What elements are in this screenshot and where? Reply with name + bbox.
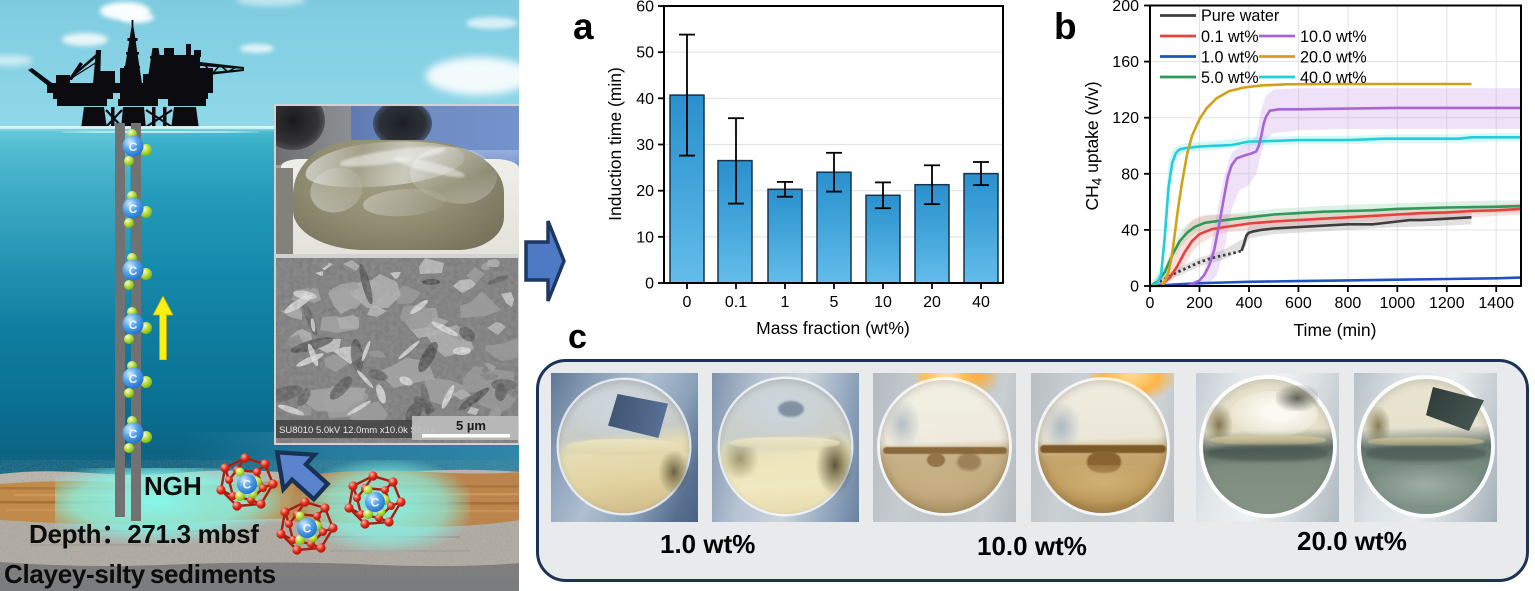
svg-text:a: a	[573, 6, 594, 47]
svg-text:20.0 wt%: 20.0 wt%	[1300, 49, 1367, 67]
svg-text:200: 200	[1112, 0, 1139, 15]
svg-text:120: 120	[1112, 110, 1139, 127]
svg-text:SU8010 5.0kV 12.0mm x10.0k SE(: SU8010 5.0kV 12.0mm x10.0k SE(L)	[279, 425, 435, 436]
svg-text:60: 60	[636, 0, 654, 16]
svg-text:40: 40	[972, 294, 990, 311]
svg-text:20: 20	[636, 183, 654, 200]
svg-text:1: 1	[781, 294, 790, 311]
svg-text:80: 80	[1121, 166, 1139, 183]
svg-text:1.0 wt%: 1.0 wt%	[1201, 49, 1259, 67]
svg-text:30: 30	[636, 137, 654, 154]
svg-text:160: 160	[1112, 54, 1139, 71]
svg-text:10: 10	[874, 294, 892, 311]
svg-text:50: 50	[636, 45, 654, 62]
svg-text:40: 40	[636, 91, 654, 108]
svg-text:Mass fraction (wt%): Mass fraction (wt%)	[756, 318, 910, 338]
svg-text:600: 600	[1285, 295, 1312, 312]
svg-text:0: 0	[683, 294, 692, 311]
svg-text:b: b	[1054, 6, 1077, 47]
svg-text:Induction time (min): Induction time (min)	[605, 67, 625, 221]
svg-text:0.1: 0.1	[725, 294, 747, 311]
svg-text:10.0 wt%: 10.0 wt%	[1300, 28, 1367, 46]
svg-text:C: C	[129, 140, 138, 154]
svg-text:40: 40	[1121, 222, 1139, 239]
svg-text:400: 400	[1236, 295, 1263, 312]
svg-text:0: 0	[645, 276, 654, 293]
svg-text:0: 0	[1130, 279, 1139, 296]
svg-text:5 µm: 5 µm	[456, 418, 486, 433]
svg-text:0.1 wt%: 0.1 wt%	[1201, 28, 1259, 46]
svg-text:Pure water: Pure water	[1201, 7, 1280, 25]
svg-text:0: 0	[1146, 295, 1155, 312]
svg-text:40.0 wt%: 40.0 wt%	[1300, 69, 1367, 87]
svg-text:Time (min): Time (min)	[1294, 320, 1377, 340]
svg-text:1000: 1000	[1380, 295, 1416, 312]
svg-text:10: 10	[636, 229, 654, 246]
svg-text:200: 200	[1186, 295, 1213, 312]
svg-text:5: 5	[830, 294, 839, 311]
svg-text:20: 20	[923, 294, 941, 311]
svg-text:5.0 wt%: 5.0 wt%	[1201, 69, 1259, 87]
svg-text:1400: 1400	[1478, 295, 1514, 312]
svg-text:800: 800	[1335, 295, 1362, 312]
svg-text:1200: 1200	[1429, 295, 1465, 312]
svg-text:CH4 uptake (v/v): CH4 uptake (v/v)	[1082, 81, 1105, 210]
